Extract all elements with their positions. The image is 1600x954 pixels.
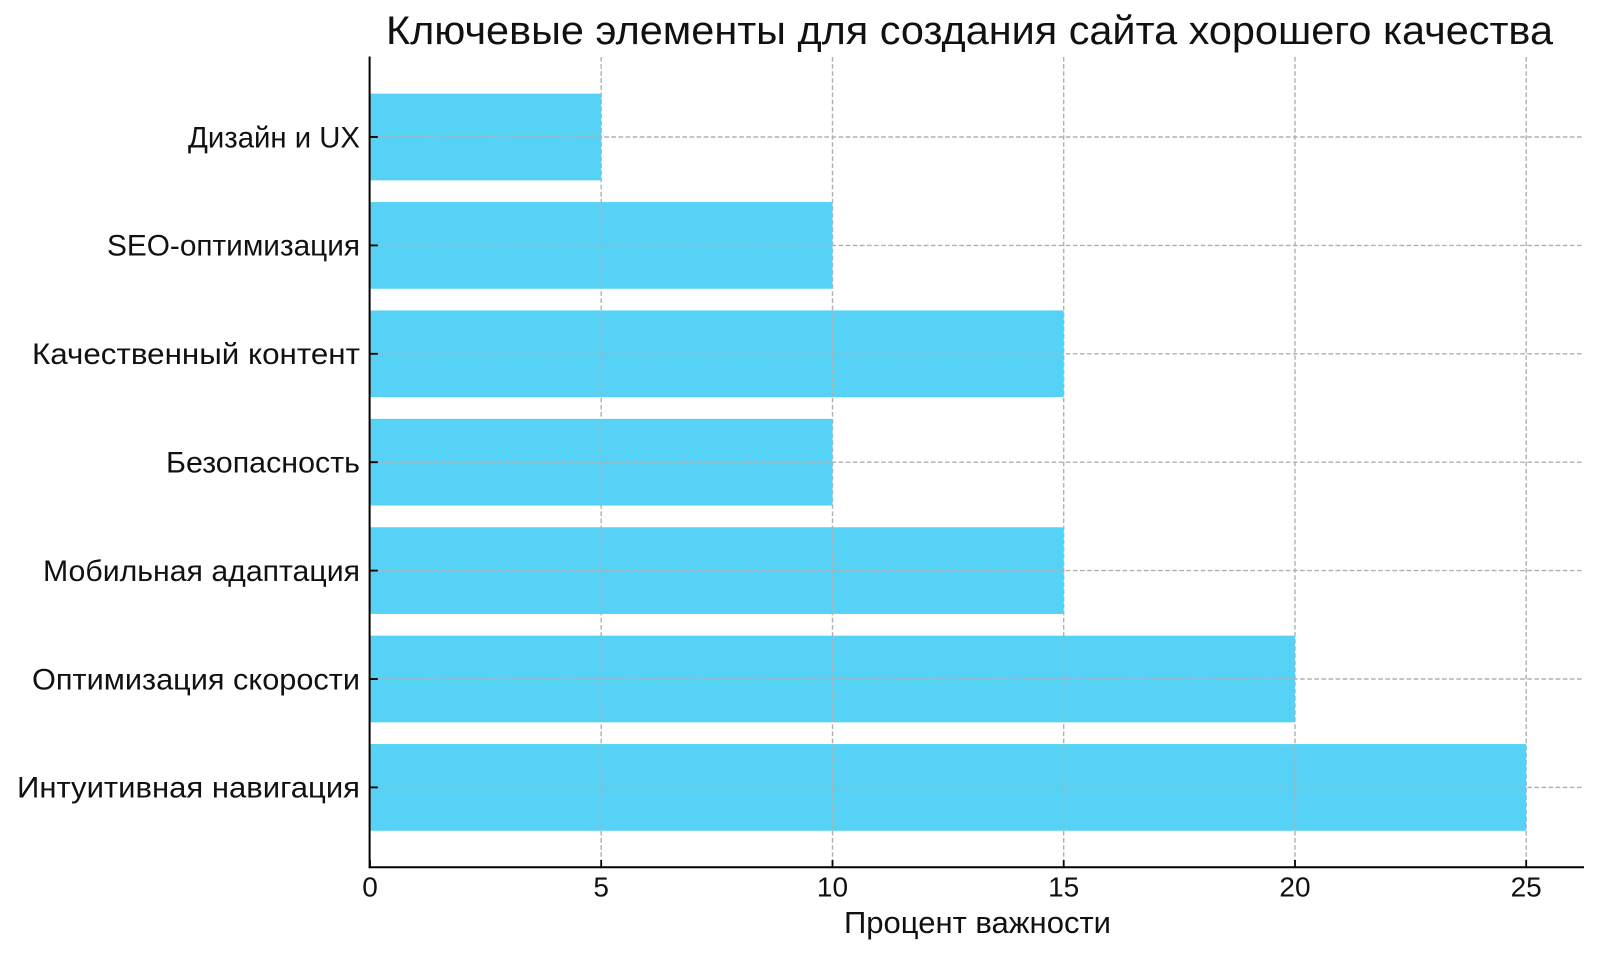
svg-text:SEO-оптимизация: SEO-оптимизация: [107, 230, 360, 263]
svg-text:Безопасность: Безопасность: [166, 447, 360, 480]
svg-text:20: 20: [1279, 872, 1310, 903]
svg-text:Процент важности: Процент важности: [844, 905, 1111, 940]
svg-text:0: 0: [362, 872, 378, 903]
svg-text:Мобильная адаптация: Мобильная адаптация: [43, 555, 360, 588]
svg-text:10: 10: [817, 872, 848, 903]
svg-text:25: 25: [1511, 872, 1542, 903]
svg-text:Интуитивная навигация: Интуитивная навигация: [17, 772, 360, 805]
svg-text:Ключевые элементы для создания: Ключевые элементы для создания сайта хор…: [386, 9, 1554, 53]
svg-text:15: 15: [1048, 872, 1079, 903]
svg-text:Оптимизация скорости: Оптимизация скорости: [32, 663, 360, 696]
svg-text:5: 5: [593, 872, 609, 903]
svg-text:Дизайн и UX: Дизайн и UX: [188, 121, 360, 154]
svg-text:Качественный контент: Качественный контент: [32, 338, 360, 371]
